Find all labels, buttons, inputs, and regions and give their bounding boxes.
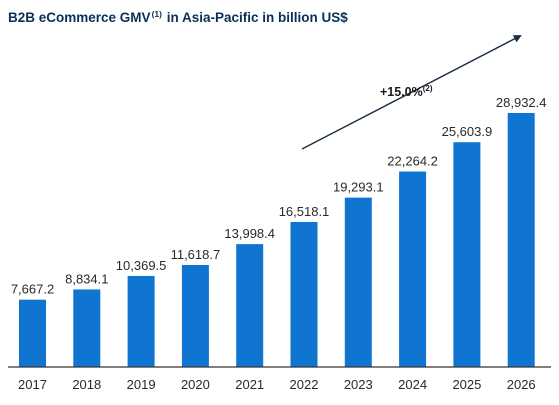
value-label-2023: 19,293.1 xyxy=(333,180,384,195)
x-tick-2026: 2026 xyxy=(507,377,536,392)
trend-arrow xyxy=(301,35,522,150)
bar-2026 xyxy=(507,113,535,367)
chart-title: B2B eCommerce GMV(1) in Asia-Pacific in … xyxy=(8,9,348,25)
bar-2019 xyxy=(127,275,155,367)
bar-2023 xyxy=(344,197,372,367)
chart-title-footnote: (1) xyxy=(151,9,162,19)
x-tick-2019: 2019 xyxy=(127,377,156,392)
x-tick-2018: 2018 xyxy=(72,377,101,392)
chart-title-suffix: in Asia-Pacific in billion US$ xyxy=(166,10,348,25)
x-tick-labels-group: 2017 2018 2019 2020 2021 2022 2023 2024 2025 2026 xyxy=(18,377,536,392)
x-tick-2023: 2023 xyxy=(344,377,373,392)
x-tick-2021: 2021 xyxy=(235,377,264,392)
bar-2021 xyxy=(236,244,264,367)
value-label-2017: 7,667.2 xyxy=(11,282,54,297)
bar-2022 xyxy=(290,221,318,367)
x-tick-2020: 2020 xyxy=(181,377,210,392)
bar-2020 xyxy=(181,264,209,367)
x-tick-2017: 2017 xyxy=(18,377,47,392)
value-label-2022: 16,518.1 xyxy=(279,204,330,219)
bar-2025 xyxy=(453,142,481,367)
bar-2017 xyxy=(19,299,46,367)
value-label-2019: 10,369.5 xyxy=(116,258,167,273)
value-label-2026: 28,932.4 xyxy=(496,95,547,110)
bar-2024 xyxy=(399,171,427,367)
x-tick-2024: 2024 xyxy=(398,377,427,392)
cagr-annotation: +15.0%(2) xyxy=(380,84,433,99)
x-tick-2025: 2025 xyxy=(452,377,481,392)
value-label-2025: 25,603.9 xyxy=(442,124,493,139)
cagr-value: +15.0% xyxy=(380,85,423,99)
value-label-2018: 8,834.1 xyxy=(65,271,108,286)
x-tick-2022: 2022 xyxy=(290,377,319,392)
value-label-2021: 13,998.4 xyxy=(224,226,275,241)
bars-group xyxy=(19,113,535,367)
value-label-2024: 22,264.2 xyxy=(387,154,438,169)
bar-2018 xyxy=(73,289,101,367)
value-labels-group: 7,667.2 8,834.1 10,369.5 11,618.713,998.4 16… xyxy=(11,95,547,297)
value-label-2020: 11,618.7 xyxy=(171,247,221,262)
cagr-footnote: (2) xyxy=(423,84,433,93)
chart-title-main: B2B eCommerce GMV xyxy=(8,10,151,25)
